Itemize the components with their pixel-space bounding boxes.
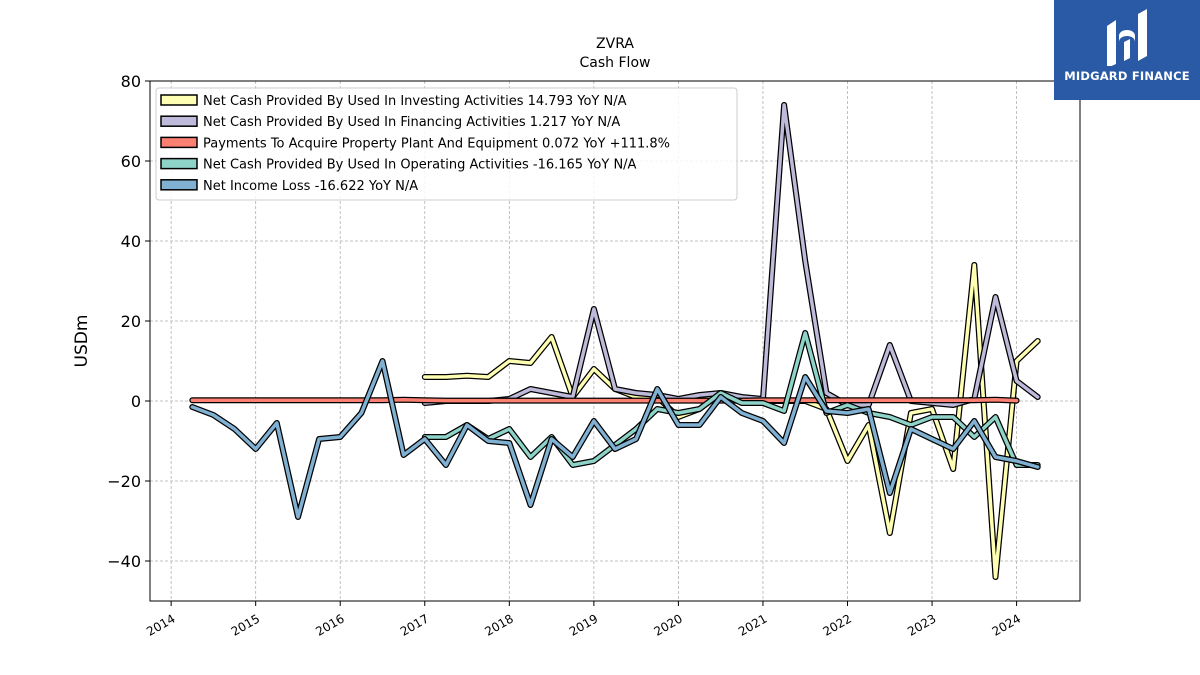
legend-swatch xyxy=(160,94,198,106)
midgard-finance-logo: MIDGARD FINANCE xyxy=(1054,0,1200,100)
legend-item: Net Income Loss -16.622 YoY N/A xyxy=(160,179,418,194)
y-tick-label: 0 xyxy=(131,392,141,411)
y-axis-label: USDm xyxy=(72,315,92,368)
legend-swatch xyxy=(160,115,198,127)
legend-swatch xyxy=(160,136,198,149)
chart-subtitle: Cash Flow xyxy=(580,55,651,71)
x-tick-label: 2015 xyxy=(229,611,262,638)
legend-swatch xyxy=(160,157,198,170)
chart-title: ZVRA xyxy=(596,36,634,52)
y-tick-label: 60 xyxy=(121,152,141,171)
x-tick-label: 2014 xyxy=(144,611,177,638)
x-tick-label: 2018 xyxy=(482,611,515,638)
legend-label: Net Income Loss -16.622 YoY N/A xyxy=(203,179,418,194)
x-tick-label: 2020 xyxy=(651,611,684,638)
logo-mark-icon xyxy=(1107,9,1147,66)
plot-frame xyxy=(149,80,1081,602)
y-tick-label: 20 xyxy=(121,312,141,331)
legend-label: Net Cash Provided By Used In Financing A… xyxy=(203,115,620,130)
logo-text: MIDGARD FINANCE xyxy=(1064,69,1190,83)
legend-swatch xyxy=(160,179,198,191)
legend-item: Payments To Acquire Property Plant And E… xyxy=(160,136,670,151)
x-tick-label: 2016 xyxy=(313,611,346,638)
series-lines xyxy=(189,102,1041,580)
legend: Net Cash Provided By Used In Investing A… xyxy=(155,87,738,201)
x-tick-label: 2019 xyxy=(567,611,600,638)
y-tick-label: 40 xyxy=(121,232,141,251)
legend-item: Net Cash Provided By Used In Operating A… xyxy=(160,157,637,173)
x-tick-label: 2017 xyxy=(398,611,431,638)
legend-item: Net Cash Provided By Used In Financing A… xyxy=(160,115,620,130)
legend-label: Payments To Acquire Property Plant And E… xyxy=(203,136,670,151)
legend-label: Net Cash Provided By Used In Investing A… xyxy=(203,94,627,109)
y-tick-label: −40 xyxy=(107,552,141,571)
legend-label: Net Cash Provided By Used In Operating A… xyxy=(203,158,637,173)
series-line-0 xyxy=(421,262,1041,580)
series-line-3 xyxy=(421,330,1041,468)
series-line-2 xyxy=(189,396,1020,404)
legend-box xyxy=(155,87,738,201)
x-tick-label: 2021 xyxy=(736,611,769,638)
x-tick-label: 2023 xyxy=(905,611,938,638)
legend-item: Net Cash Provided By Used In Investing A… xyxy=(160,94,627,109)
x-tick-label: 2022 xyxy=(821,611,854,638)
y-tick-label: 80 xyxy=(121,72,141,91)
y-tick-label: −20 xyxy=(107,472,141,491)
x-tick-label: 2024 xyxy=(990,611,1023,638)
series-line-4 xyxy=(189,358,1041,520)
